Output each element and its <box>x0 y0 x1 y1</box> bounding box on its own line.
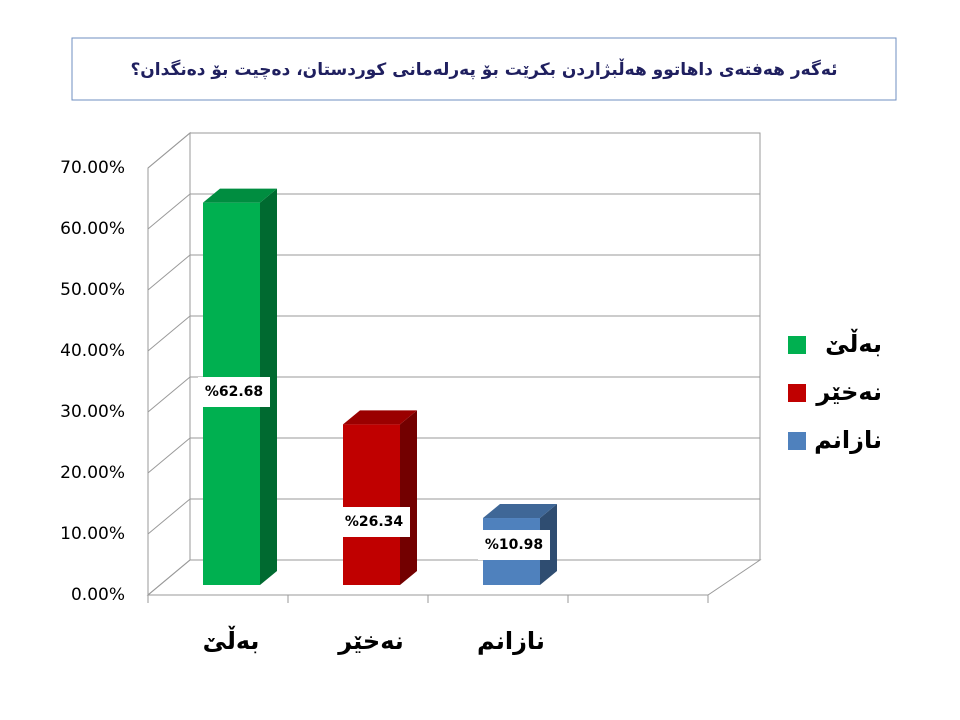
chart-title: ئەگەر هەفتەی داهاتوو هەڵبژاردن بکرێت بۆ … <box>130 58 837 80</box>
x-tick-label: بەڵێ <box>203 625 260 655</box>
side-wall <box>147 131 191 597</box>
bar-side <box>400 410 417 585</box>
grid-line <box>147 132 760 169</box>
y-tick-label: 60.00% <box>60 219 125 239</box>
grid-line <box>147 437 760 474</box>
legend-swatch <box>788 384 806 402</box>
y-tick-label: 30.00% <box>60 402 125 422</box>
bar <box>343 424 400 585</box>
legend-label: بەڵێ <box>825 328 882 358</box>
grid-line <box>147 315 760 352</box>
x-tick-label: نەخێر <box>337 627 404 655</box>
value-label: %10.98 <box>485 537 543 553</box>
grid-line <box>147 376 760 413</box>
value-label-box <box>198 377 270 407</box>
y-tick-label: 10.00% <box>60 524 125 544</box>
bar-top <box>203 188 277 203</box>
grid-line <box>147 498 760 535</box>
y-tick-label: 50.00% <box>60 280 125 300</box>
x-tick-label: نازانم <box>477 627 545 655</box>
title-box <box>71 37 897 101</box>
value-label-box <box>338 507 410 537</box>
y-tick-label: 70.00% <box>60 158 125 178</box>
value-label: %62.68 <box>205 384 263 400</box>
y-tick-label: 40.00% <box>60 341 125 361</box>
y-tick-label: 20.00% <box>60 463 125 483</box>
legend-label: نەخێر <box>815 378 882 406</box>
grid-line <box>147 193 760 230</box>
legend-swatch <box>788 432 806 450</box>
value-label: %26.34 <box>345 514 404 530</box>
bar-top <box>343 410 417 425</box>
bar-top <box>483 504 557 519</box>
y-tick-label: 0.00% <box>71 585 125 605</box>
legend-label: نازانم <box>814 426 882 454</box>
grid-line <box>147 559 760 596</box>
legend-swatch <box>788 336 806 354</box>
grid-line <box>147 254 760 291</box>
value-label-box <box>478 530 550 560</box>
